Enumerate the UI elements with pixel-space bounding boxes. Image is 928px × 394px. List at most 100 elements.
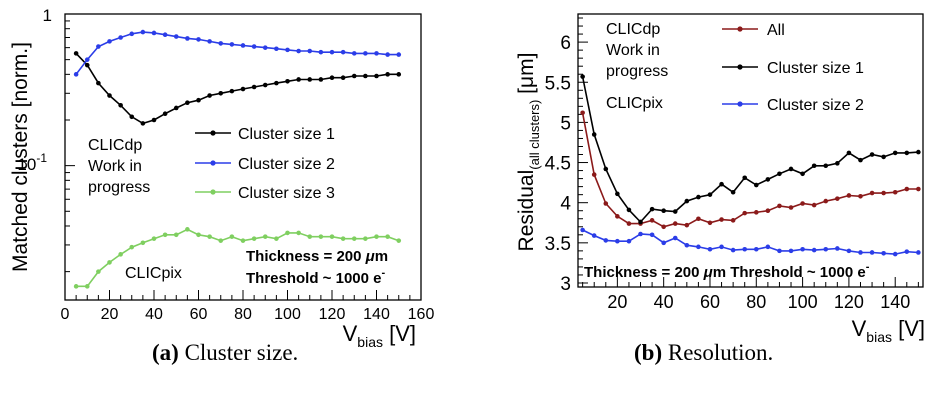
data-point — [285, 230, 290, 236]
data-point — [140, 29, 146, 35]
data-point — [151, 236, 157, 241]
data-point — [916, 186, 921, 192]
data-point — [730, 218, 736, 223]
data-point — [788, 166, 794, 172]
svg-text:progress: progress — [606, 63, 668, 80]
data-point — [73, 284, 79, 289]
x-tick-label: 100 — [274, 306, 301, 323]
data-point — [274, 236, 279, 241]
data-point — [262, 234, 268, 239]
data-point — [307, 77, 313, 82]
data-point — [869, 190, 875, 196]
data-point — [881, 190, 886, 196]
data-point — [374, 234, 379, 239]
data-point — [118, 102, 123, 108]
panel-b-resolution: 20 40 60 80 100 120 140 3 3.5 4 4.5 5 5.5 6 Residual… — [515, 13, 925, 345]
data-point — [285, 78, 290, 84]
data-point — [274, 80, 279, 86]
data-point — [730, 247, 736, 253]
data-point — [649, 218, 655, 223]
data-point — [251, 84, 257, 90]
data-point — [296, 77, 301, 82]
data-point — [719, 217, 724, 222]
data-point — [96, 80, 101, 86]
data-point — [823, 198, 829, 204]
panel-a-cluster-size: 0 20 40 60 80 100 120 140 160 1 10-1 Matched clu… — [9, 6, 434, 350]
data-point — [296, 48, 301, 54]
svg-text:Cluster size 1: Cluster size 1 — [238, 126, 335, 143]
data-point — [363, 236, 368, 241]
data-point — [307, 234, 313, 239]
svg-text:Work in: Work in — [606, 42, 660, 59]
svg-text:Cluster size 2: Cluster size 2 — [767, 97, 864, 114]
data-point — [626, 207, 632, 213]
data-point — [340, 236, 346, 241]
data-point — [742, 210, 748, 216]
data-point — [196, 232, 201, 238]
data-point — [229, 42, 235, 47]
data-point — [765, 244, 771, 250]
svg-text:All: All — [767, 22, 785, 39]
data-point — [363, 51, 368, 56]
data-point — [858, 193, 863, 199]
legend-marker — [737, 26, 743, 32]
data-point — [185, 227, 190, 232]
data-point — [788, 205, 794, 210]
data-point — [823, 163, 829, 169]
data-point — [385, 52, 390, 57]
data-point — [151, 30, 157, 36]
data-point — [835, 196, 840, 201]
panel-b-legend: All Cluster size 1 Cluster size 2 — [722, 22, 864, 114]
x-tick-label: 20 — [101, 306, 119, 323]
series-line-3 — [582, 229, 919, 255]
data-point — [638, 231, 643, 237]
data-point — [307, 48, 313, 54]
data-point — [615, 238, 620, 244]
data-point — [107, 260, 112, 265]
data-point — [251, 236, 257, 241]
y-tick-label: 6 — [560, 33, 571, 54]
data-point — [129, 244, 135, 250]
y-tick-label: 5 — [560, 113, 571, 134]
data-point — [118, 252, 123, 257]
legend-marker — [210, 160, 216, 166]
panel-b-clicdp-label: CLICdp Work in progress — [606, 21, 668, 80]
data-point — [765, 208, 771, 214]
data-point — [916, 149, 921, 155]
data-point — [196, 97, 201, 103]
data-point — [892, 189, 898, 195]
legend-marker — [737, 64, 743, 70]
data-point — [626, 238, 632, 244]
panel-a-ytick-1: 1 — [43, 6, 52, 25]
data-point — [363, 73, 368, 79]
panel-a-ytick-0.1: 10-1 — [17, 151, 47, 174]
x-tick-label: 100 — [788, 292, 818, 312]
svg-text:Cluster size 1: Cluster size 1 — [767, 60, 864, 77]
data-point — [684, 242, 690, 248]
data-point — [173, 232, 179, 238]
data-point — [649, 206, 655, 212]
panel-a-xlabel: Vbias [V] — [343, 321, 416, 350]
data-point — [753, 210, 759, 215]
data-point — [173, 105, 179, 111]
data-point — [351, 236, 357, 241]
data-point — [742, 246, 748, 252]
panel-b-ylabel: Residual(all clusters) [μm] — [515, 53, 542, 252]
data-point — [916, 250, 921, 255]
data-point — [707, 246, 713, 252]
data-point — [591, 233, 597, 238]
data-point — [207, 39, 212, 44]
panel-b-frame — [577, 13, 924, 288]
data-point — [811, 247, 817, 253]
data-point — [151, 117, 157, 123]
data-point — [218, 41, 224, 46]
x-tick-label: 140 — [880, 292, 910, 312]
data-point — [672, 221, 678, 226]
panel-a-legend: Cluster size 1 Cluster size 2 Cluster si… — [195, 126, 335, 202]
data-point — [396, 238, 402, 243]
data-point — [892, 150, 898, 156]
data-point — [580, 227, 585, 233]
data-point — [707, 192, 713, 197]
x-tick-label: 120 — [834, 292, 864, 312]
